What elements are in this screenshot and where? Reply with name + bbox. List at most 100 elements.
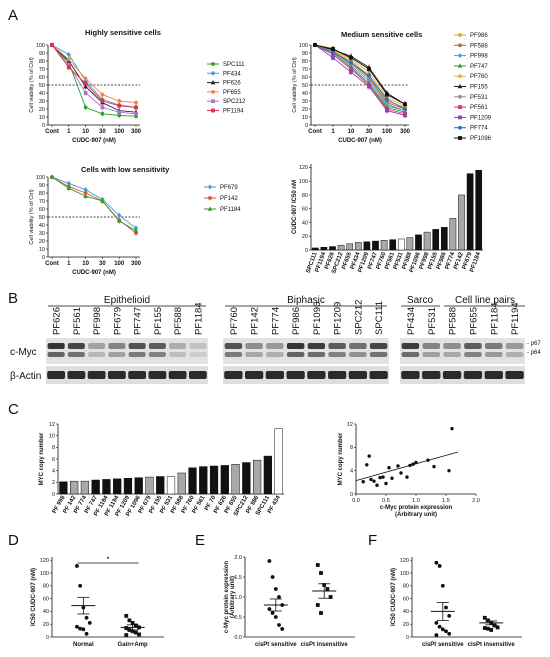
legend-marker [457, 53, 463, 59]
y-tick-label: 8 [52, 445, 55, 451]
bar [166, 476, 176, 495]
band-actin [87, 371, 106, 379]
x-tick-label: 30 [99, 261, 106, 267]
y-tick-label: 8 [350, 445, 353, 451]
legend-marker [458, 33, 462, 37]
band-p67 [108, 343, 126, 349]
data-point [127, 618, 132, 623]
data-point [315, 563, 320, 567]
data-point [270, 575, 275, 579]
data-point [75, 624, 79, 629]
data-point [492, 623, 497, 628]
series-line [314, 44, 406, 110]
y-tick-label: 90 [39, 183, 45, 189]
x-tick-label: 0.0 [352, 498, 360, 504]
x-tick-label: 100 [114, 129, 125, 135]
bar [177, 472, 186, 495]
x-tick-label: 1 [67, 261, 71, 267]
x-tick-label: PF626 [324, 251, 336, 270]
data-point [385, 97, 389, 102]
x-tick-label: 300 [131, 261, 142, 267]
y-tick-label: 50 [302, 83, 308, 89]
data-point [133, 630, 138, 635]
band-p67 [349, 343, 367, 349]
y-tick-label: 70 [302, 67, 308, 73]
panel-label-e: E [195, 532, 205, 549]
data-point [486, 626, 490, 631]
data-point [385, 108, 389, 113]
y-tick-label: 60 [39, 207, 45, 213]
x-tick-label: Gain+Amp [118, 642, 149, 648]
y-tick-label: 30 [39, 99, 45, 105]
legend-entry: PF561 [470, 105, 488, 111]
dot-plot-cmyc-cispt: 0.0 0.5 1.0 1.5 2.0 cisPt sensitive cisPt inse… [224, 555, 355, 648]
data-point [349, 55, 353, 60]
band-p64 [189, 352, 207, 357]
data-point [450, 426, 454, 431]
x-tick-label: 0.5 [382, 498, 390, 504]
data-point [385, 102, 389, 107]
bar [329, 246, 336, 251]
x-tick-label: PF434 [350, 251, 362, 270]
data-point [75, 564, 79, 568]
legend-entry: PF142 [220, 196, 238, 202]
x-tick-label: 1 [331, 129, 335, 135]
bar [134, 477, 143, 495]
band-p67 [464, 343, 482, 349]
data-point [100, 99, 105, 103]
bar [102, 479, 111, 495]
data-point [280, 627, 285, 631]
y-tick-label: 120 [400, 558, 409, 564]
bar [389, 239, 397, 251]
data-point [134, 100, 138, 105]
x-tick-label: 1.0 [412, 498, 420, 504]
band-p64 [266, 352, 284, 357]
group-Normal [71, 564, 96, 636]
band-p67 [128, 343, 146, 349]
data-point [434, 633, 439, 637]
data-point [375, 483, 379, 487]
lane-label: PF760 [229, 307, 240, 335]
y-tick-label: 70 [39, 199, 45, 205]
data-point [361, 480, 365, 484]
data-point [83, 105, 88, 110]
x-tick-label: 100 [382, 129, 393, 135]
data-point [325, 587, 330, 591]
y-tick-label: 40 [39, 91, 45, 97]
y-tick-label: 120 [40, 558, 49, 564]
lane-label: PF986 [291, 307, 302, 335]
x-tick-label: cisPt sensitive [255, 642, 297, 648]
series-PF760 [313, 43, 407, 109]
x-axis-label: CUDC-907 (nM) [72, 270, 116, 276]
y-tick-label: 120 [299, 165, 308, 171]
band-actin [168, 371, 187, 379]
data-point [432, 464, 436, 469]
legend-marker [211, 108, 215, 113]
data-point [319, 571, 323, 575]
band-actin [128, 371, 147, 379]
data-point [81, 627, 86, 632]
data-point [447, 468, 451, 473]
y-tick-label: 0 [42, 255, 45, 261]
bar [156, 476, 165, 495]
group-cisPt insensitive [479, 615, 504, 632]
y-tick-label: 0 [52, 492, 55, 498]
blot-membrane-actin [46, 366, 208, 384]
y-tick-label: 80 [302, 193, 308, 199]
y-tick-label: 0 [42, 123, 45, 129]
legend-marker [457, 63, 463, 68]
band-p64 [443, 352, 461, 357]
data-point [390, 476, 394, 480]
data-point [444, 605, 448, 610]
bar [458, 194, 465, 251]
x-tick-label: 30 [99, 129, 106, 135]
y-tick-label: 90 [39, 51, 45, 57]
x-tick-label: PF998 [419, 251, 431, 270]
x-tick-label: 100 [114, 261, 125, 267]
band-actin [369, 371, 388, 379]
data-point [331, 55, 335, 60]
bar [346, 243, 354, 251]
regression-line [355, 451, 459, 481]
data-point [315, 603, 320, 607]
